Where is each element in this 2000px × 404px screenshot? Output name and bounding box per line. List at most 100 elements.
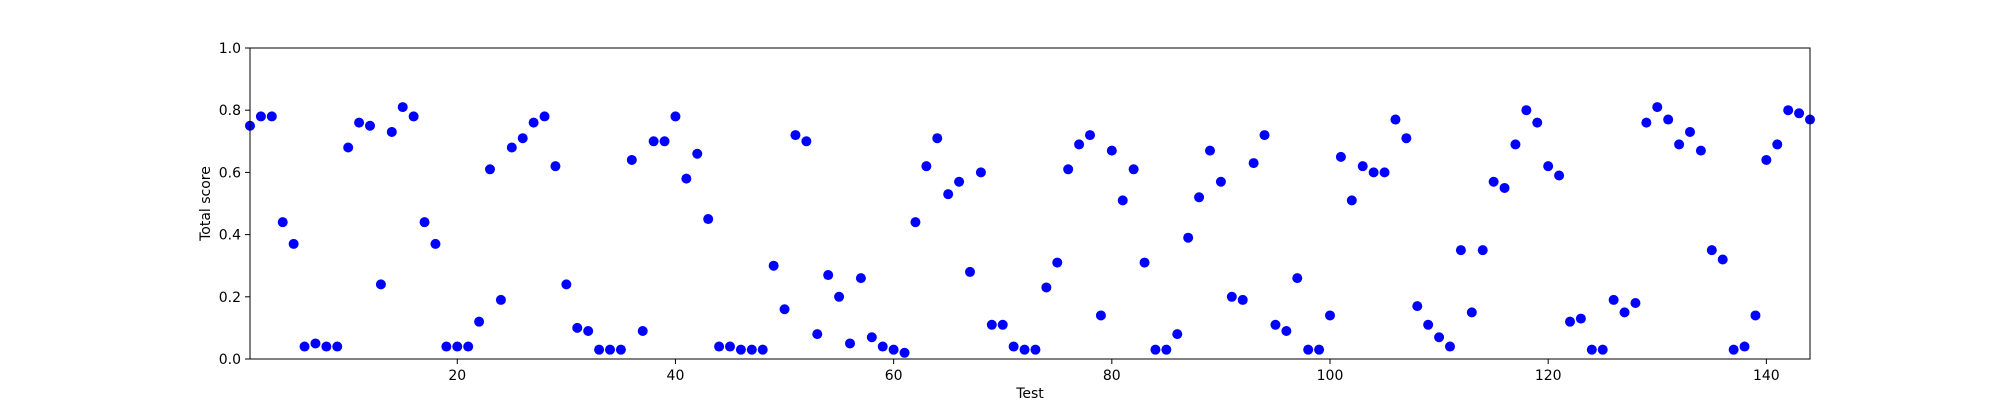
data-point	[343, 142, 354, 153]
data-point	[386, 126, 397, 137]
data-point	[997, 319, 1008, 330]
data-point	[397, 102, 408, 113]
data-point	[1390, 114, 1401, 125]
data-point	[474, 316, 485, 327]
y-tick-label: 0.8	[219, 103, 241, 119]
y-tick-label: 0.0	[219, 352, 241, 368]
data-point	[965, 266, 975, 277]
data-point	[703, 214, 714, 225]
plot-frame	[249, 47, 1811, 360]
data-point	[1292, 273, 1303, 284]
x-axis-ticks: 20 40 60 80 100 120 140	[448, 359, 1780, 384]
data-point	[485, 164, 495, 175]
data-point	[1717, 254, 1728, 265]
data-point	[757, 344, 768, 355]
data-point	[648, 136, 659, 147]
data-point	[1063, 164, 1074, 175]
data-point	[1761, 154, 1772, 165]
data-point	[1608, 294, 1619, 305]
data-point	[430, 238, 441, 249]
data-point	[986, 319, 997, 330]
data-point	[812, 329, 823, 340]
data-point	[1783, 105, 1794, 116]
data-point	[572, 322, 583, 333]
data-point	[495, 294, 506, 305]
y-tick-label: 0.4	[219, 228, 241, 244]
data-point	[321, 341, 332, 352]
data-point	[932, 133, 943, 144]
data-point	[1434, 332, 1445, 343]
data-point	[561, 279, 572, 290]
data-point	[1619, 307, 1630, 318]
x-tick-label: 140	[1753, 368, 1780, 384]
data-point	[539, 111, 550, 122]
data-point	[1641, 117, 1652, 128]
data-point	[1030, 344, 1041, 355]
data-point	[779, 304, 790, 315]
data-point	[790, 130, 801, 141]
data-point	[1150, 344, 1161, 355]
data-point	[452, 341, 463, 352]
data-point	[1161, 344, 1172, 355]
data-point	[1597, 344, 1608, 355]
data-point	[1325, 310, 1335, 321]
data-point	[1172, 329, 1183, 340]
data-point	[768, 260, 779, 271]
y-tick-label: 1.0	[219, 41, 241, 57]
data-point	[1117, 195, 1128, 206]
data-point	[310, 338, 321, 349]
data-point	[834, 291, 845, 302]
data-point	[332, 341, 343, 352]
data-point	[1728, 344, 1739, 355]
data-point	[725, 341, 735, 352]
data-point	[1401, 133, 1412, 144]
data-point	[365, 120, 375, 131]
x-tick-label: 80	[1103, 368, 1121, 384]
data-point	[1106, 145, 1117, 156]
data-point	[1095, 310, 1106, 321]
data-point	[1652, 102, 1663, 113]
data-point	[899, 347, 910, 358]
data-point	[1794, 108, 1805, 119]
data-point	[583, 326, 594, 337]
data-point	[975, 167, 986, 178]
data-point	[441, 341, 452, 352]
y-tick-label: 0.2	[219, 290, 241, 306]
data-point	[255, 111, 266, 122]
data-point	[1270, 319, 1281, 330]
data-point	[528, 117, 539, 128]
data-point	[1335, 151, 1346, 162]
data-point	[1543, 161, 1554, 172]
data-point	[1674, 139, 1685, 150]
data-point	[1695, 145, 1706, 156]
data-point	[746, 344, 757, 355]
x-tick-label: 20	[448, 368, 466, 384]
data-point	[855, 273, 866, 284]
data-point	[615, 344, 626, 355]
data-point	[692, 148, 703, 159]
data-point	[1466, 307, 1477, 318]
data-point	[1281, 326, 1292, 337]
data-point	[801, 136, 812, 147]
data-point	[506, 142, 517, 153]
data-point	[1532, 117, 1543, 128]
data-point	[681, 173, 692, 184]
data-point	[1314, 344, 1325, 355]
y-axis-label: Total score	[198, 166, 214, 242]
data-point	[637, 326, 648, 337]
data-point	[594, 344, 605, 355]
data-point	[1074, 139, 1085, 150]
y-axis-ticks: 0.0 0.2 0.4 0.6 0.8 1.0	[219, 41, 250, 368]
data-point	[1586, 344, 1597, 355]
data-point	[419, 217, 430, 228]
data-point	[1085, 130, 1095, 141]
data-point	[910, 217, 921, 228]
data-point	[1139, 257, 1150, 268]
data-point	[1706, 245, 1717, 256]
data-point	[1455, 245, 1466, 256]
x-tick-label: 40	[667, 368, 685, 384]
data-point	[1510, 139, 1521, 150]
data-point	[1750, 310, 1761, 321]
data-point	[823, 270, 834, 281]
